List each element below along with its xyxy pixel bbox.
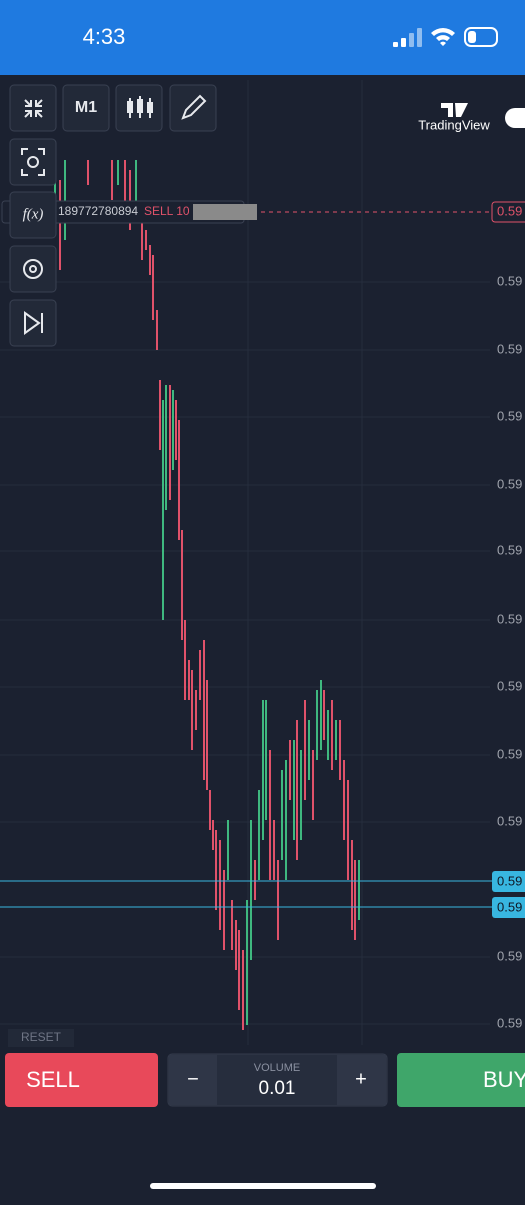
price-label: 0.59 [497, 1015, 522, 1030]
grid [0, 80, 490, 1045]
order-price: 0.59 [497, 203, 522, 218]
price-label: 0.59 [497, 611, 522, 626]
sell-label: SELL [26, 1067, 80, 1092]
timeframe: M1 [75, 99, 97, 116]
buy-label: BUY [483, 1067, 525, 1092]
toolbar-icons [21, 94, 207, 335]
focus-button[interactable] [9, 138, 57, 186]
marker-box [492, 897, 525, 918]
buy-button[interactable] [397, 1053, 525, 1107]
price-axis: 0.59 0.59 0.59 0.59 0.59 0.59 0.59 0.59 0.59 0.59… [497, 273, 522, 1030]
collapse-button[interactable] [9, 84, 57, 132]
reset-label: RESET [21, 1030, 62, 1044]
price-label: 0.59 [497, 948, 522, 963]
minus-label: − [187, 1068, 199, 1090]
price-label: 0.59 [497, 341, 522, 356]
replay-button[interactable] [9, 299, 57, 347]
plus-label: + [355, 1068, 367, 1090]
timeframe-button[interactable] [62, 84, 110, 132]
plus-button[interactable] [337, 1055, 386, 1105]
volume-box [167, 1053, 388, 1107]
price-label: 0.59 [497, 813, 522, 828]
settings-button[interactable] [9, 245, 57, 293]
toolbar [9, 84, 217, 347]
minus-button[interactable] [169, 1055, 217, 1105]
reset-button[interactable] [8, 1029, 74, 1047]
status-icons [393, 27, 498, 47]
price-label: 0.59 [497, 542, 522, 557]
home-indicator [150, 1183, 376, 1189]
marker-price: 0.59 [497, 899, 522, 914]
order-label: SELL 10 [144, 204, 190, 218]
marker-price: 0.59 [497, 873, 522, 888]
redacted [193, 204, 257, 220]
price-label: 0.59 [497, 678, 522, 693]
indicator-icon: f(x) [23, 206, 44, 222]
tv-logo [441, 103, 468, 117]
price-label: 0.59 [497, 746, 522, 761]
toggle[interactable] [505, 108, 525, 128]
price-label: 0.59 [497, 408, 522, 423]
sell-button[interactable] [5, 1053, 158, 1107]
indicator-button[interactable] [9, 191, 57, 239]
volume-value: 0.01 [259, 1078, 296, 1099]
clock: 4:33 [83, 24, 126, 49]
volume-label: VOLUME [254, 1062, 300, 1074]
price-label: 0.59 [497, 273, 522, 288]
order-price-box [491, 201, 525, 223]
price-label: 0.59 [497, 476, 522, 491]
order-id: 189772780894 [58, 204, 138, 218]
candles [49, 160, 360, 1030]
draw-button[interactable] [169, 84, 217, 132]
marker-box [492, 871, 525, 892]
brand: TradingView [418, 117, 490, 132]
